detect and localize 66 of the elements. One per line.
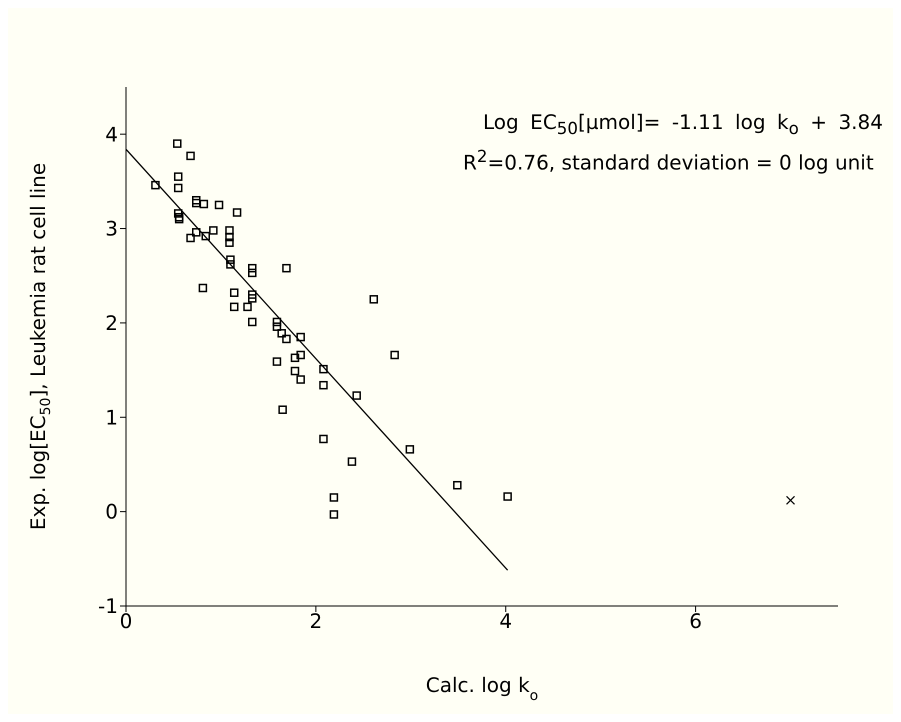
point [282,264,291,272]
x-axis-title: Calc. log k$_{o}$ [426,673,538,704]
point [319,434,328,444]
point [503,492,512,501]
point [352,391,361,400]
point [282,334,291,344]
point [272,318,282,326]
point [225,226,234,235]
point [248,264,257,272]
point [390,350,399,360]
point [453,480,462,490]
point [174,184,182,192]
point [786,496,796,505]
point [319,364,328,374]
point [319,380,328,390]
point [278,405,287,414]
point [330,510,338,519]
point [173,139,182,148]
point [174,214,184,224]
point [330,493,338,502]
point [226,255,235,264]
point [272,357,282,366]
point [174,212,184,222]
point [186,234,195,242]
point [243,302,252,312]
point [248,290,257,299]
point [248,294,257,303]
point [192,228,200,237]
point [174,209,182,218]
point [201,232,210,240]
y-tick-label: 1 [105,405,118,430]
point [225,232,234,242]
point [248,318,257,326]
point [296,350,305,360]
point [272,322,282,331]
point [198,284,208,292]
point [200,200,208,208]
x-tick-label: 4 [499,609,512,634]
point [226,260,235,269]
point [277,329,286,338]
point [348,457,356,466]
point [209,226,218,235]
point [290,354,300,362]
point [214,200,224,210]
point [232,208,242,217]
point [406,445,414,454]
y-tick-label: 0 [105,500,118,524]
point [192,196,200,204]
y-tick-label: 4 [105,122,118,146]
point [174,172,182,181]
y-tick-label: 3 [105,216,118,241]
text: Log EC$_{50}$[µmol]= -1.11 log k$_{o}$ + 3.84 R$^{2}$=0.76, standard deviation = 0 log unit [463,110,883,175]
y-tick-label: -1 [98,594,118,618]
point [296,332,305,342]
point [230,288,238,297]
point [290,366,300,376]
x-tick-label: 2 [310,609,322,634]
point [296,375,305,384]
point [151,180,160,190]
point [225,238,234,247]
point [370,295,378,304]
y-tick-label: 2 [105,311,118,336]
x-tick-label: 6 [689,609,702,634]
point [248,268,257,278]
point [230,302,238,312]
point [186,152,195,160]
